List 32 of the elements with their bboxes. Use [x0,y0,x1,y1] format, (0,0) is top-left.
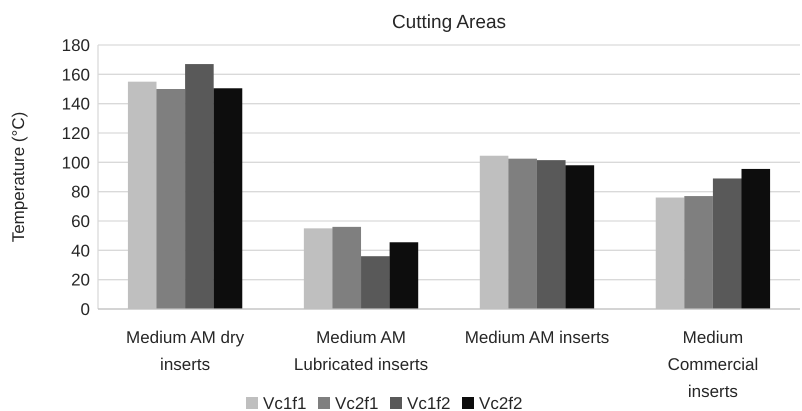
bar [712,178,742,309]
legend-label: Vc2f2 [479,394,522,411]
bar [361,256,390,309]
y-tick-label: 0 [80,300,90,319]
y-tick-label: 80 [71,182,90,202]
x-tick-label: Medium AM inserts [464,328,610,347]
y-tick-label: 160 [62,65,90,84]
bar [185,64,214,309]
bar [390,242,418,309]
chart-title: Cutting Areas [392,12,506,33]
y-tick-label: 180 [62,36,90,55]
y-tick-label: 140 [62,94,90,114]
legend-label: Vc1f1 [263,394,306,411]
legend-label: Vc1f2 [407,394,450,411]
x-tick-label: Medium AM dry inserts [126,328,245,374]
y-tick-label: 120 [62,124,90,143]
bar [332,226,362,309]
x-tick-label: Medium Commercial inserts [668,328,758,401]
bar [742,168,770,309]
bar [156,89,186,309]
legend-label: Vc2f1 [335,394,378,411]
bar [214,88,242,309]
bar [508,158,537,309]
bar [684,196,713,309]
bar [536,160,566,309]
y-tick-label: 60 [71,212,90,231]
y-tick-label: 20 [71,270,90,290]
y-tick-label: 40 [71,241,90,260]
y-tick-label: 100 [62,153,90,172]
x-tick-label: Medium AM Lubricated inserts [294,328,428,374]
bar [566,165,594,309]
y-axis-title: Temperature (°C) [9,112,28,242]
